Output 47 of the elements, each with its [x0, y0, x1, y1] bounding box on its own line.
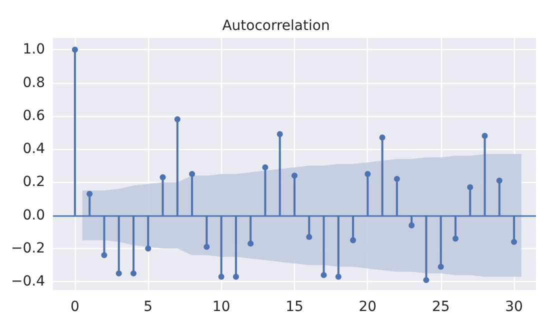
point	[438, 264, 444, 270]
point	[116, 270, 122, 276]
x-tick-label: 0	[70, 299, 80, 315]
x-tick-label: 20	[358, 299, 377, 315]
point	[276, 131, 283, 138]
point	[248, 240, 254, 247]
point	[379, 134, 386, 140]
x-tick-label: 25	[432, 299, 450, 315]
y-tick-label: −0.4	[10, 274, 46, 290]
point	[452, 236, 458, 242]
point	[218, 274, 224, 280]
point	[86, 190, 93, 197]
point	[364, 170, 371, 177]
point	[232, 274, 239, 280]
point	[350, 237, 356, 244]
y-tick-label: 0.2	[22, 174, 45, 190]
point	[130, 270, 136, 276]
y-tick-label: 1.0	[22, 42, 45, 58]
point	[204, 244, 210, 250]
x-tick-label: 15	[286, 299, 304, 315]
point	[160, 174, 166, 180]
point	[262, 164, 268, 170]
point	[189, 170, 196, 177]
point	[496, 178, 502, 184]
y-tick-label: 0.6	[22, 108, 46, 124]
x-tick-label: 10	[212, 299, 230, 315]
y-tick-label: 0.4	[22, 141, 46, 158]
point	[511, 238, 518, 245]
point	[101, 252, 108, 258]
point	[306, 234, 312, 240]
point	[145, 246, 152, 252]
point	[394, 176, 400, 182]
y-tick-label: 0.8	[22, 74, 45, 91]
point	[335, 274, 342, 280]
y-tick-label: −0.2	[10, 240, 45, 257]
x-tick-label: 30	[505, 299, 523, 315]
point	[292, 172, 298, 179]
point	[320, 272, 327, 278]
point	[467, 184, 474, 190]
point	[423, 277, 430, 284]
point	[174, 116, 180, 122]
point	[482, 132, 488, 139]
chart-title: Autocorrelation	[222, 18, 330, 34]
x-tick-label: 5	[144, 299, 153, 315]
point	[72, 46, 78, 53]
y-tick-label: 0.0	[22, 207, 45, 224]
point	[408, 222, 415, 228]
